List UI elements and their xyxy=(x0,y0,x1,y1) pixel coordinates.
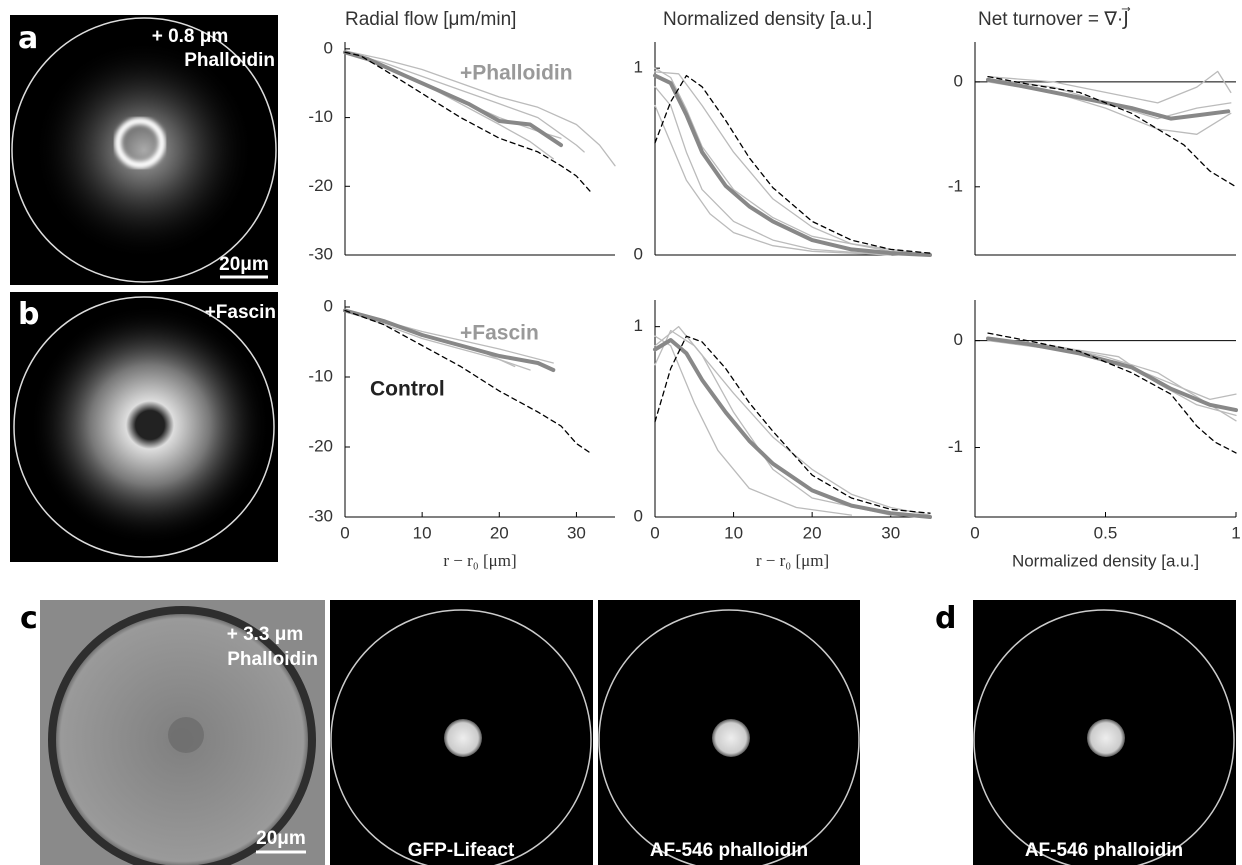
chart-title: Net turnover = ∇·J⃗ xyxy=(978,7,1131,30)
y-tick-label: 1 xyxy=(634,316,643,335)
data-line xyxy=(987,337,1237,417)
image-c-phalloidin: AF-546 phalloidin xyxy=(598,600,860,865)
data-line xyxy=(654,86,892,256)
data-line xyxy=(987,332,1237,454)
y-tick-label: 0 xyxy=(954,71,963,90)
data-line xyxy=(654,325,892,516)
y-tick-label: 0 xyxy=(324,38,333,57)
image-b: b +Fascin xyxy=(10,292,278,562)
annotation: + 3.3 μm xyxy=(227,624,304,645)
y-tick-label: -30 xyxy=(308,506,333,525)
y-tick-label: -10 xyxy=(308,107,333,126)
data-line xyxy=(986,336,1238,413)
image-a: a + 0.8 μm Phalloidin 20μm xyxy=(10,15,278,285)
x-axis-label: r − r₀ [μm] xyxy=(756,551,829,570)
data-line xyxy=(987,78,1232,120)
x-tick-label: 20 xyxy=(490,523,509,542)
annotation: Phalloidin xyxy=(184,50,275,71)
panel-label: a xyxy=(18,21,38,56)
panel-label: c xyxy=(20,601,38,636)
data-line xyxy=(654,329,931,516)
image-c-lifeact: GFP-Lifeact xyxy=(330,600,593,865)
annotation: Control xyxy=(370,378,445,401)
scale-bar-label: 20μm xyxy=(219,254,269,275)
y-tick-label: -20 xyxy=(308,436,333,455)
annotation: + 0.8 μm xyxy=(152,26,229,47)
y-tick-label: 0 xyxy=(324,296,333,315)
y-tick-label: -1 xyxy=(948,176,963,195)
data-line xyxy=(987,339,1237,422)
y-tick-label: -20 xyxy=(308,176,333,195)
data-line xyxy=(654,74,931,254)
caption: AF-546 phalloidin xyxy=(1025,840,1183,861)
x-tick-label: 0 xyxy=(970,523,979,542)
y-tick-label: 0 xyxy=(634,506,643,525)
data-line xyxy=(343,50,563,148)
x-tick-label: 1 xyxy=(1231,523,1240,542)
data-line xyxy=(344,309,593,455)
annotation: Phalloidin xyxy=(227,649,318,670)
x-tick-label: 0 xyxy=(340,523,349,542)
caption: GFP-Lifeact xyxy=(408,840,515,861)
x-axis-label: r − r₀ [μm] xyxy=(443,551,516,570)
data-line xyxy=(654,71,931,256)
panel-label: b xyxy=(18,297,39,332)
panel-label: d xyxy=(935,601,956,636)
data-line xyxy=(344,51,593,194)
annotation: +Phalloidin xyxy=(460,62,573,85)
x-tick-label: 30 xyxy=(881,523,900,542)
y-tick-label: -10 xyxy=(308,366,333,385)
y-tick-label: 1 xyxy=(634,58,643,77)
y-tick-label: -30 xyxy=(308,244,333,263)
data-line xyxy=(653,73,932,257)
data-line xyxy=(344,51,585,153)
x-tick-label: 30 xyxy=(567,523,586,542)
data-line xyxy=(344,50,616,167)
data-line xyxy=(654,104,892,256)
x-tick-label: 10 xyxy=(413,523,432,542)
image-c-brightfield: + 3.3 μm Phalloidin 20μm xyxy=(40,600,325,865)
x-axis-label: Normalized density [a.u.] xyxy=(1012,551,1199,570)
scale-bar-label: 20μm xyxy=(256,828,306,849)
data-line xyxy=(654,335,931,514)
data-line xyxy=(987,70,1232,104)
image-d: AF-546 phalloidin xyxy=(973,600,1236,865)
annotation: +Fascin xyxy=(205,302,276,323)
annotation: +Fascin xyxy=(460,322,539,345)
x-tick-label: 0 xyxy=(650,523,659,542)
data-line xyxy=(987,75,1237,188)
y-tick-label: 0 xyxy=(634,244,643,263)
x-tick-label: 0.5 xyxy=(1094,523,1118,542)
data-line xyxy=(987,339,1237,401)
x-tick-label: 20 xyxy=(803,523,822,542)
data-line xyxy=(343,308,556,372)
data-line xyxy=(653,338,932,519)
y-tick-label: -1 xyxy=(948,437,963,456)
data-line xyxy=(986,77,1231,121)
data-line xyxy=(654,335,853,516)
chart-title: Normalized density [a.u.] xyxy=(663,9,872,30)
chart-title: Radial flow [μm/min] xyxy=(345,9,516,30)
x-tick-label: 10 xyxy=(724,523,743,542)
y-tick-label: 0 xyxy=(954,330,963,349)
data-line xyxy=(654,67,931,256)
caption: AF-546 phalloidin xyxy=(650,840,808,861)
